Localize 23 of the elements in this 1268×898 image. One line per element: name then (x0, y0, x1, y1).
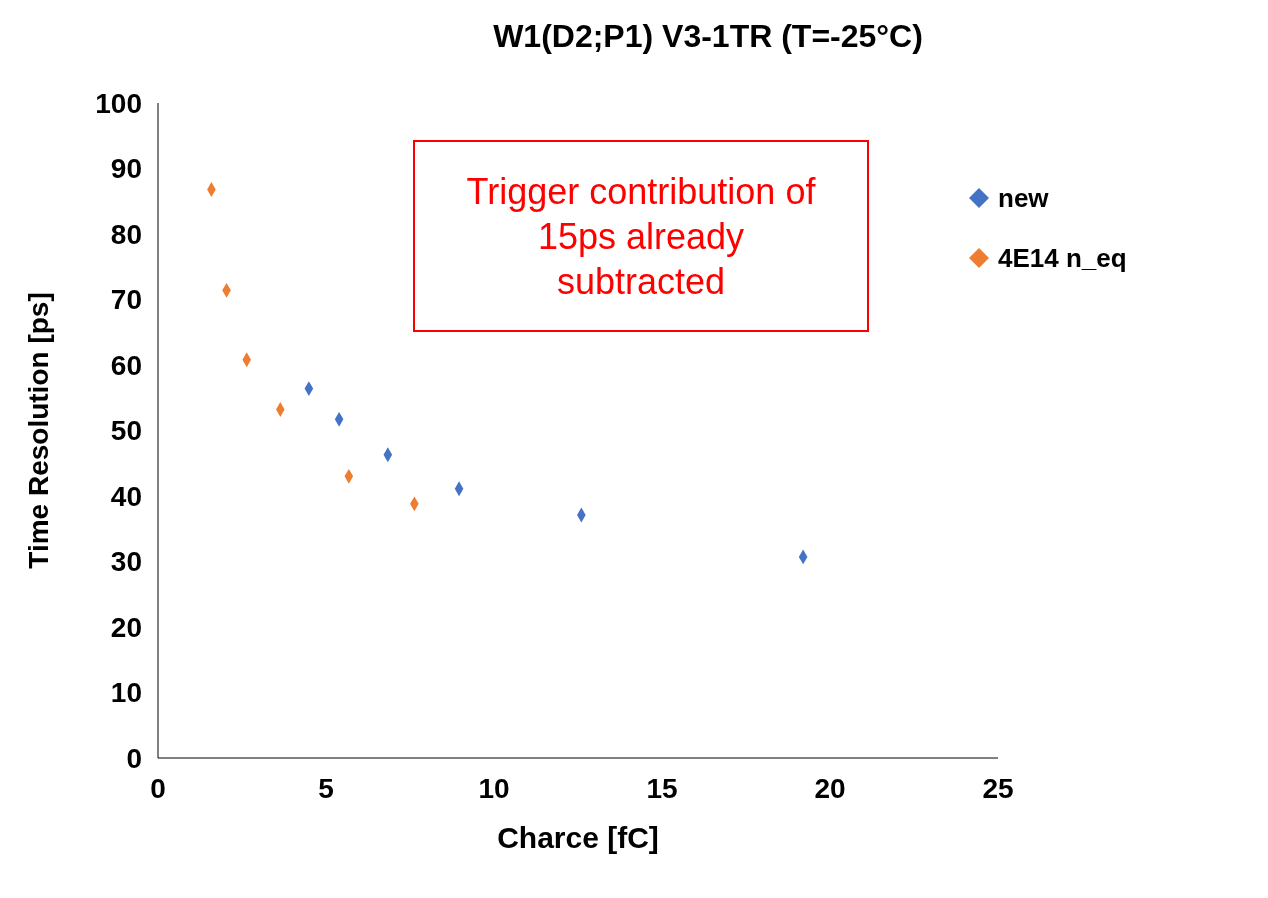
y-tick-label: 0 (126, 742, 142, 774)
y-tick-label: 100 (95, 87, 142, 119)
y-tick-label: 50 (110, 415, 142, 447)
y-tick-label: 60 (110, 349, 142, 381)
y-tick-label: 90 (110, 153, 142, 185)
y-tick-label: 40 (110, 480, 142, 512)
x-tick-label: 5 (318, 772, 334, 804)
y-tick-label: 20 (110, 611, 142, 643)
y-tick-label: 30 (110, 546, 142, 578)
x-tick-label: 10 (478, 772, 510, 804)
text-box: Trigger contribution of 15ps already subtracted (413, 140, 869, 332)
legend-label: new (998, 182, 1049, 214)
legend-label: 4E14 n_eq (998, 242, 1127, 274)
x-tick-label: 0 (150, 772, 166, 804)
x-tick-label: 15 (646, 772, 678, 804)
x-axis-title: Charce [fC] (497, 821, 659, 854)
y-axis-title: Time Resolution [ps] (22, 292, 54, 569)
x-tick-label: 20 (814, 772, 846, 804)
chart-title: W1(D2;P1) V3-1TR (T=-25°C) (492, 18, 924, 55)
y-tick-label: 80 (110, 218, 142, 250)
x-tick-label: 25 (982, 772, 1014, 804)
y-tick-label: 10 (110, 677, 142, 709)
y-tick-label: 70 (110, 284, 142, 316)
